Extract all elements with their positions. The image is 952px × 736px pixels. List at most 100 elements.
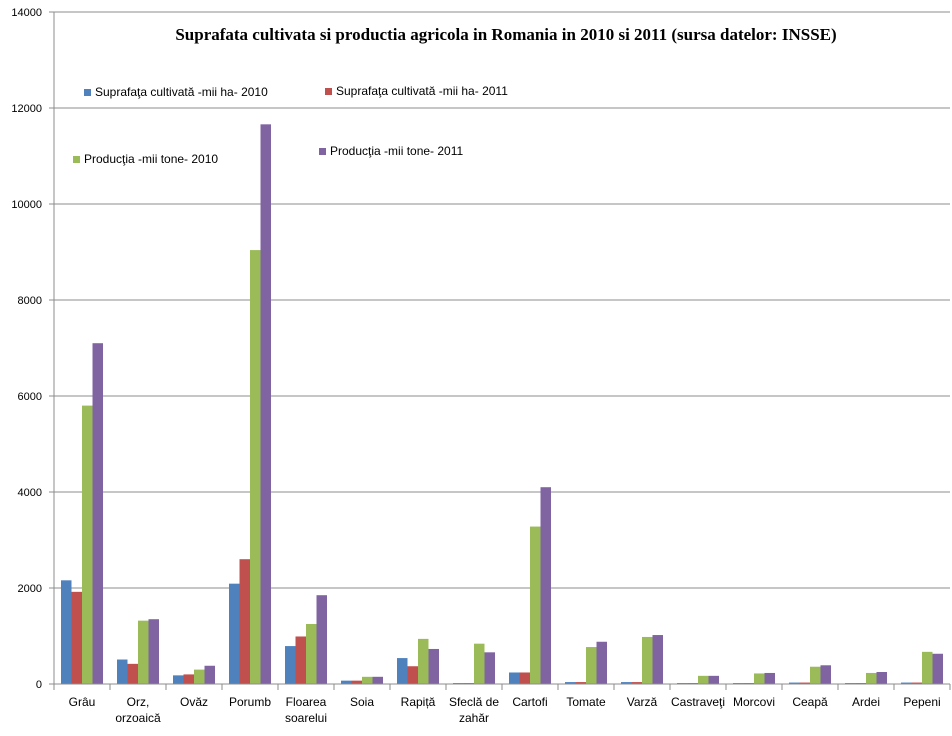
legend-swatch bbox=[325, 88, 332, 95]
y-tick-label: 10000 bbox=[11, 199, 42, 211]
x-category-label: orzoaică bbox=[115, 711, 161, 725]
bar bbox=[92, 343, 103, 684]
bar bbox=[407, 666, 418, 684]
axes bbox=[49, 11, 951, 690]
x-category-label: Ovăz bbox=[180, 695, 208, 709]
bar bbox=[799, 682, 810, 684]
gridlines bbox=[54, 11, 950, 589]
bar bbox=[183, 674, 194, 684]
legend-label: Producţia -mii tone- 2010 bbox=[84, 152, 218, 166]
bar bbox=[911, 682, 922, 684]
bar bbox=[204, 665, 215, 684]
bar bbox=[586, 647, 597, 684]
bar bbox=[652, 635, 663, 684]
bar bbox=[173, 675, 184, 684]
x-category-label: Floarea bbox=[286, 695, 327, 709]
legend: Suprafaţa cultivată -mii ha- 2010 Suprafa… bbox=[73, 84, 508, 166]
bar bbox=[876, 672, 887, 684]
bar bbox=[82, 405, 93, 684]
x-category-label: Varză bbox=[627, 695, 658, 709]
bar bbox=[316, 595, 327, 684]
bar bbox=[484, 652, 495, 684]
legend-swatch bbox=[319, 148, 326, 155]
bar bbox=[418, 638, 429, 684]
bar bbox=[194, 669, 205, 684]
x-category-label: Grâu bbox=[69, 695, 96, 709]
bar bbox=[754, 673, 765, 684]
y-tick-label: 12000 bbox=[11, 103, 42, 115]
bar bbox=[540, 487, 551, 684]
x-category-label: Cartofi bbox=[512, 695, 547, 709]
x-category-label: Pepeni bbox=[903, 695, 940, 709]
bar bbox=[596, 641, 607, 684]
x-category-label: Orz, bbox=[127, 695, 150, 709]
x-category-label: Rapiță bbox=[401, 695, 436, 709]
legend-label: Producţia -mii tone- 2011 bbox=[330, 144, 464, 158]
bar bbox=[621, 682, 632, 684]
bar bbox=[71, 591, 82, 684]
bar bbox=[631, 682, 642, 684]
bar bbox=[148, 619, 159, 684]
legend-swatch bbox=[73, 156, 80, 163]
y-tick-label: 8000 bbox=[18, 295, 42, 307]
bar bbox=[341, 680, 352, 684]
bar bbox=[117, 659, 128, 684]
bar bbox=[575, 682, 586, 684]
bar bbox=[474, 643, 485, 684]
bar bbox=[810, 666, 821, 684]
bar bbox=[530, 526, 541, 684]
x-category-label: Ceapă bbox=[792, 695, 828, 709]
bars bbox=[61, 124, 943, 684]
bar bbox=[519, 672, 530, 684]
x-category-label: Tomate bbox=[566, 695, 606, 709]
legend-label: Suprafaţa cultivată -mii ha- 2010 bbox=[95, 85, 268, 99]
chart-title: Suprafata cultivata si productia agricol… bbox=[175, 25, 836, 44]
y-tick-label: 0 bbox=[36, 679, 42, 691]
x-category-label: Castraveţi bbox=[671, 695, 725, 709]
bar bbox=[708, 675, 719, 684]
bar bbox=[764, 672, 775, 684]
x-category-label: Sfeclă de bbox=[449, 695, 499, 709]
y-tick-label: 2000 bbox=[18, 583, 42, 595]
tick-labels: 0 2000 4000 6000 8000 10000 12000 14000 bbox=[11, 7, 42, 691]
bar bbox=[397, 658, 408, 684]
bar bbox=[229, 583, 240, 684]
bar bbox=[127, 663, 138, 684]
bar bbox=[428, 648, 439, 684]
bar bbox=[789, 682, 800, 684]
y-tick-label: 14000 bbox=[11, 7, 42, 19]
bar bbox=[295, 636, 306, 684]
bar bbox=[260, 124, 271, 684]
bar bbox=[901, 682, 912, 684]
legend-swatch bbox=[84, 89, 91, 96]
bar bbox=[565, 682, 576, 684]
bar bbox=[250, 250, 261, 684]
x-category-label: zahăr bbox=[459, 711, 489, 725]
legend-label: Suprafaţa cultivată -mii ha- 2011 bbox=[336, 84, 508, 98]
y-tick-label: 6000 bbox=[18, 391, 42, 403]
x-category-label: Porumb bbox=[229, 695, 271, 709]
bar bbox=[362, 676, 373, 684]
bar bbox=[351, 680, 362, 684]
x-category-label: soarelui bbox=[285, 711, 327, 725]
category-labels: Grâu Orz, orzoaică Ovăz Porumb Floarea soarelu… bbox=[69, 695, 941, 725]
bar bbox=[138, 620, 149, 684]
bar bbox=[239, 559, 250, 684]
bar bbox=[306, 624, 317, 684]
bar bbox=[820, 665, 831, 684]
bar bbox=[61, 580, 72, 684]
bar bbox=[922, 651, 933, 684]
y-tick-label: 4000 bbox=[18, 487, 42, 499]
x-category-label: Soia bbox=[350, 695, 374, 709]
bar bbox=[642, 636, 653, 684]
x-category-label: Ardei bbox=[852, 695, 880, 709]
x-category-label: Morcovi bbox=[733, 695, 775, 709]
bar bbox=[932, 653, 943, 684]
bar bbox=[285, 646, 296, 684]
bar bbox=[866, 672, 877, 684]
bar bbox=[698, 675, 709, 684]
bar bbox=[509, 672, 520, 684]
